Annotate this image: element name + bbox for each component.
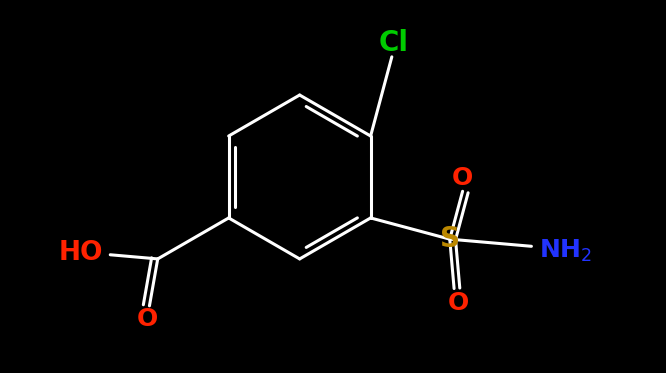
Text: O: O xyxy=(452,166,474,190)
Text: NH$_2$: NH$_2$ xyxy=(539,238,592,264)
Text: O: O xyxy=(137,307,158,331)
Text: S: S xyxy=(440,225,460,253)
Text: O: O xyxy=(448,291,468,315)
Text: Cl: Cl xyxy=(379,29,409,57)
Text: HO: HO xyxy=(58,240,103,266)
